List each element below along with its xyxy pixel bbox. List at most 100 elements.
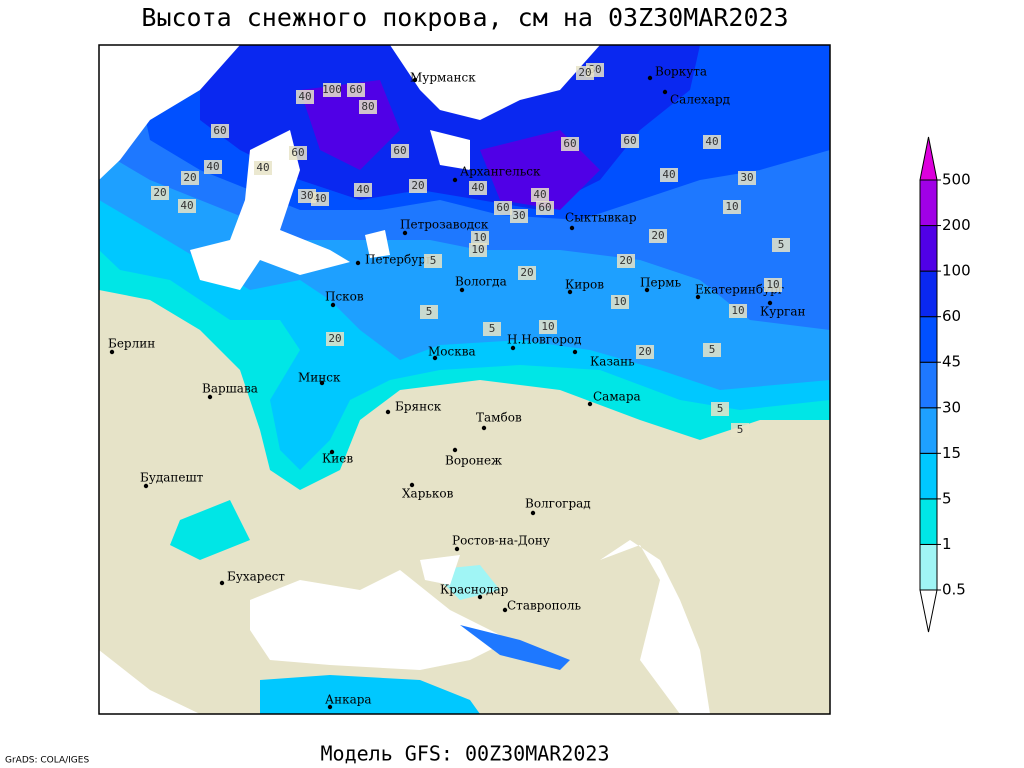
contour-label-box <box>359 100 377 114</box>
contour-label-box <box>289 146 307 160</box>
city-label: Казань <box>590 355 635 369</box>
map-frame <box>98 44 831 715</box>
contour-label-box <box>703 343 721 357</box>
contour-label-box <box>764 278 782 292</box>
contour-label: 40 <box>313 192 326 205</box>
contour-label: 20 <box>183 171 196 184</box>
city-label: Тамбов <box>476 411 522 425</box>
colorbar-box <box>919 179 938 227</box>
contour-label: 60 <box>393 144 406 157</box>
city-label: Курган <box>760 305 805 319</box>
city-label: Будапешт <box>140 471 204 485</box>
contour-label-box <box>424 254 442 268</box>
contour-label-box <box>510 209 528 223</box>
city-dot <box>647 75 653 81</box>
contour-label: 10 <box>766 278 779 291</box>
city-dot <box>481 425 487 431</box>
colorbar-box <box>919 543 938 591</box>
city-label: Псков <box>325 290 364 304</box>
city-label: Ростов-на-Дону <box>452 534 550 548</box>
colorbar-box <box>919 407 938 454</box>
colorbar-box <box>919 498 938 545</box>
contour-label-box <box>772 238 790 252</box>
city-label: Екатеринбург <box>695 283 784 297</box>
contour-label: 40 <box>256 161 269 174</box>
contour-label-box <box>211 124 229 138</box>
contour-label-box <box>703 135 721 149</box>
contour-label: 10 <box>541 320 554 333</box>
city-dot <box>452 177 458 183</box>
city-dot <box>409 482 415 488</box>
city-label: Брянск <box>395 400 442 414</box>
contour-label-box <box>738 171 756 185</box>
contour-label: 60 <box>563 137 576 150</box>
city-dot <box>219 580 225 586</box>
city-label: Берлин <box>108 337 155 351</box>
city-label: Краснодар <box>440 583 509 597</box>
contour-label: 40 <box>298 90 311 103</box>
water <box>99 650 200 714</box>
water <box>190 130 350 290</box>
contour-label-box <box>483 322 501 336</box>
colorbar-arrow-bottom <box>919 589 938 633</box>
city-label: Мурманск <box>410 71 476 85</box>
contour-label-box <box>323 83 341 97</box>
city-dot <box>502 607 508 613</box>
contour-label: 40 <box>471 181 484 194</box>
contour-label-box <box>469 181 487 195</box>
contour-label: 60 <box>213 124 226 137</box>
contour-label-box <box>354 183 372 197</box>
contour-label: 30 <box>300 189 313 202</box>
city-label: Архангельск <box>460 165 541 179</box>
snow-area <box>460 625 570 670</box>
title: Высота снежного покрова, см на 03Z30MAR2… <box>141 3 788 32</box>
contour-label: 5 <box>709 343 716 356</box>
contour-label-box <box>151 186 169 200</box>
contour-label-box <box>178 199 196 213</box>
contour-label: 30 <box>512 209 525 222</box>
city-dot <box>452 447 458 453</box>
city-label: Петрозаводск <box>400 218 489 232</box>
contour-label-box <box>347 83 365 97</box>
colorbar-label: 0.5 <box>942 581 966 599</box>
credit: GrADS: COLA/IGES <box>5 756 89 766</box>
city-dot <box>109 349 115 355</box>
contour-label-box <box>494 201 512 215</box>
contour-label: 10 <box>473 231 486 244</box>
city-dot <box>402 230 408 236</box>
colorbar-label: 200 <box>942 216 971 234</box>
contour-label-box <box>254 161 272 175</box>
city-label: Ставрополь <box>507 599 581 613</box>
contour-label-box <box>204 160 222 174</box>
city-dot <box>355 260 361 266</box>
contour-label-box <box>576 66 594 80</box>
colorbar-label: 15 <box>942 444 961 462</box>
water <box>365 230 390 258</box>
contour-label-box <box>518 266 536 280</box>
contour-label-box <box>660 168 678 182</box>
city-dot <box>329 449 335 455</box>
contour-label: 80 <box>361 100 374 113</box>
contour-label: 60 <box>291 146 304 159</box>
city-dot <box>207 394 213 400</box>
city-label: Пермь <box>640 276 682 290</box>
city-dot <box>587 401 593 407</box>
contour-label-box <box>536 201 554 215</box>
city-dot <box>530 510 536 516</box>
contour-label-box <box>409 179 427 193</box>
city-label: Киев <box>322 452 353 466</box>
contour-label: 5 <box>737 423 744 436</box>
city-dot <box>572 349 578 355</box>
city-label: Москва <box>428 345 476 359</box>
contour-label: 20 <box>520 266 533 279</box>
colorbar-label: 30 <box>942 398 961 416</box>
city-dot <box>319 380 325 386</box>
contour-label-box <box>561 137 579 151</box>
contour-label: 30 <box>740 171 753 184</box>
city-dot <box>459 287 465 293</box>
contour-label: 20 <box>411 179 424 192</box>
contour-label-box <box>729 304 747 318</box>
contour-label: 20 <box>651 229 664 242</box>
city-label: Самара <box>593 390 641 404</box>
